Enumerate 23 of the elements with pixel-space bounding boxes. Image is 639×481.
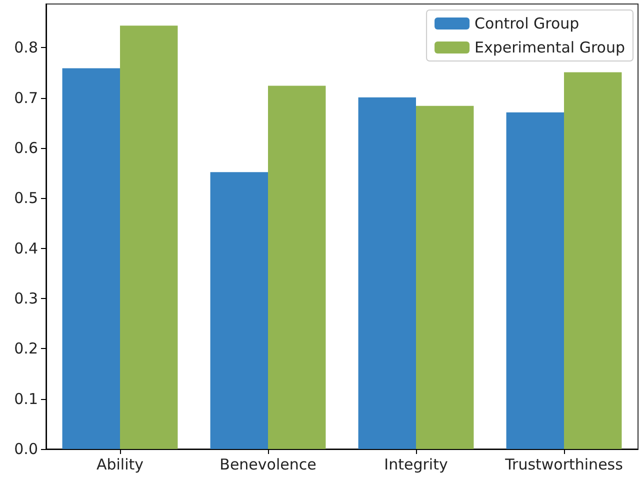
bar — [268, 86, 326, 449]
bar — [506, 112, 564, 449]
y-tick-label: 0.7 — [14, 88, 38, 107]
y-tick-label: 0.0 — [14, 440, 38, 458]
y-tick-label: 0.3 — [14, 289, 38, 308]
legend-label: Experimental Group — [474, 38, 626, 56]
y-tick-label: 0.4 — [14, 239, 38, 258]
y-tick-label: 0.5 — [14, 189, 38, 208]
y-tick-label: 0.6 — [14, 138, 38, 157]
bar — [62, 68, 120, 449]
y-tick-label: 0.2 — [14, 340, 38, 358]
legend-label: Control Group — [474, 14, 580, 32]
bar — [210, 172, 268, 449]
x-tick-label: Benevolence — [220, 456, 316, 474]
y-tick-label: 0.1 — [14, 390, 38, 408]
bar — [416, 106, 474, 449]
bar — [358, 97, 416, 449]
bar — [120, 26, 178, 449]
x-tick-label: Trustworthiness — [504, 456, 624, 474]
bar — [564, 72, 622, 449]
x-tick-label: Integrity — [384, 456, 448, 474]
y-tick-label: 0.8 — [14, 38, 38, 57]
x-tick-label: Ability — [96, 456, 144, 474]
